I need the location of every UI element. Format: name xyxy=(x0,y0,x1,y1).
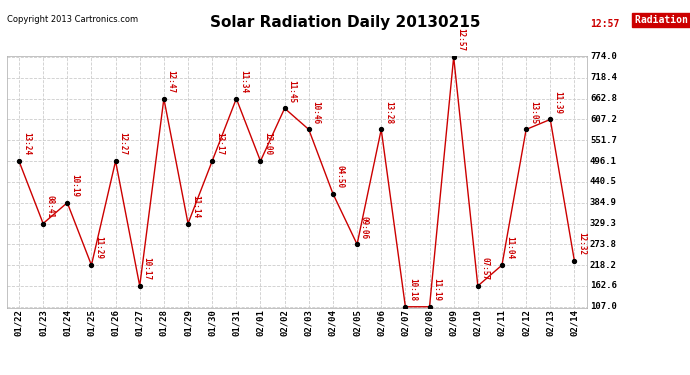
Text: 10:17: 10:17 xyxy=(143,257,152,280)
Point xyxy=(375,126,386,132)
Point xyxy=(62,200,73,206)
Text: 607.2: 607.2 xyxy=(590,115,617,124)
Point xyxy=(520,126,531,132)
Text: 10:19: 10:19 xyxy=(70,174,79,197)
Point xyxy=(182,220,193,226)
Text: 273.8: 273.8 xyxy=(590,240,617,249)
Text: 11:34: 11:34 xyxy=(239,70,248,93)
Text: 08:41: 08:41 xyxy=(46,195,55,218)
Point xyxy=(158,96,169,102)
Text: 09:06: 09:06 xyxy=(360,216,369,239)
Text: Radiation  (W/m2): Radiation (W/m2) xyxy=(635,15,690,25)
Text: 440.5: 440.5 xyxy=(590,177,617,186)
Text: 11:39: 11:39 xyxy=(553,91,562,114)
Point xyxy=(110,158,121,164)
Point xyxy=(279,105,290,111)
Text: 11:14: 11:14 xyxy=(191,195,200,218)
Text: 12:00: 12:00 xyxy=(264,132,273,156)
Text: 11:19: 11:19 xyxy=(433,278,442,301)
Point xyxy=(134,283,145,289)
Text: 662.8: 662.8 xyxy=(590,94,617,103)
Point xyxy=(424,304,435,310)
Text: 07:57: 07:57 xyxy=(481,257,490,280)
Point xyxy=(328,190,339,196)
Text: 13:05: 13:05 xyxy=(529,101,538,124)
Point xyxy=(472,283,483,289)
Text: 10:46: 10:46 xyxy=(312,101,321,124)
Text: 12:47: 12:47 xyxy=(167,70,176,93)
Point xyxy=(497,262,508,268)
Point xyxy=(351,241,363,247)
Point xyxy=(230,96,241,102)
Point xyxy=(545,117,556,123)
Text: 12:57: 12:57 xyxy=(457,28,466,51)
Point xyxy=(448,54,460,60)
Point xyxy=(14,158,25,164)
Text: 12:57: 12:57 xyxy=(590,19,620,29)
Text: 718.4: 718.4 xyxy=(590,74,617,82)
Point xyxy=(303,126,314,132)
Text: 329.3: 329.3 xyxy=(590,219,617,228)
Text: 12:27: 12:27 xyxy=(119,132,128,156)
Text: 12:32: 12:32 xyxy=(578,232,586,255)
Text: Copyright 2013 Cartronics.com: Copyright 2013 Cartronics.com xyxy=(7,15,138,24)
Point xyxy=(37,220,48,226)
Text: 11:29: 11:29 xyxy=(95,236,103,260)
Text: 384.9: 384.9 xyxy=(590,198,617,207)
Text: 13:24: 13:24 xyxy=(22,132,31,156)
Point xyxy=(86,262,97,268)
Text: 218.2: 218.2 xyxy=(590,261,617,270)
Text: 11:04: 11:04 xyxy=(505,236,514,260)
Point xyxy=(255,158,266,164)
Text: 496.1: 496.1 xyxy=(590,156,617,165)
Text: 551.7: 551.7 xyxy=(590,136,617,145)
Text: 162.6: 162.6 xyxy=(590,281,617,290)
Text: 11:45: 11:45 xyxy=(288,80,297,103)
Text: 04:50: 04:50 xyxy=(336,165,345,188)
Text: 13:28: 13:28 xyxy=(384,101,393,124)
Point xyxy=(400,304,411,310)
Text: 774.0: 774.0 xyxy=(590,53,617,62)
Point xyxy=(207,158,218,164)
Text: 13:17: 13:17 xyxy=(215,132,224,156)
Point xyxy=(569,258,580,264)
Text: 107.0: 107.0 xyxy=(590,302,617,311)
Text: Solar Radiation Daily 20130215: Solar Radiation Daily 20130215 xyxy=(210,15,480,30)
Text: 10:18: 10:18 xyxy=(408,278,417,301)
